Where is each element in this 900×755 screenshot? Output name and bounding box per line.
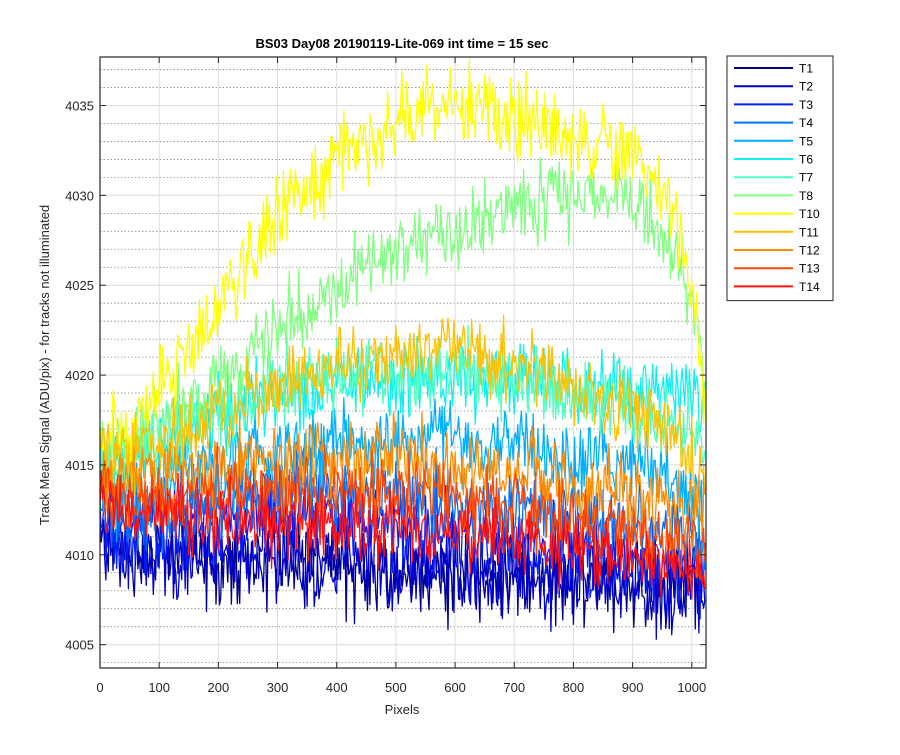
series-line-t11 [100, 314, 706, 511]
legend-label: T5 [799, 134, 813, 148]
x-tick-label: 500 [385, 680, 407, 695]
y-tick-label: 4030 [65, 188, 94, 203]
legend-label: T1 [799, 62, 813, 76]
x-tick-label: 800 [563, 680, 585, 695]
legend-label: T13 [799, 262, 820, 276]
x-tick-label: 700 [503, 680, 525, 695]
series-line-t2 [100, 502, 706, 640]
legend-label: T2 [799, 80, 813, 94]
series-lines [100, 58, 706, 640]
x-tick-label: 100 [148, 680, 170, 695]
tick-labels: 0 100 200 300 400 500 600 700 800 900 1000 4005 4010… [65, 99, 706, 695]
legend-label: T7 [799, 171, 813, 185]
series-line-t3 [100, 469, 706, 620]
x-tick-label: 300 [267, 680, 289, 695]
x-tick-label: 200 [208, 680, 230, 695]
x-tick-label: 600 [444, 680, 466, 695]
x-tick-label: 1000 [677, 680, 706, 695]
x-axis-label: Pixels [385, 702, 420, 717]
x-tick-label: 900 [622, 680, 644, 695]
legend-label: T3 [799, 98, 813, 112]
y-tick-label: 4015 [65, 458, 94, 473]
series-line-t12 [100, 411, 706, 552]
legend: T1 T2 T3 T4 T5 T6 T7 T8 T10 T11 T12 T13 T14 [726, 55, 834, 302]
legend-label: T6 [799, 153, 813, 167]
legend-label: T4 [799, 116, 813, 130]
x-tick-label: 400 [326, 680, 348, 695]
series-line-t14 [100, 470, 706, 600]
y-tick-label: 4025 [65, 278, 94, 293]
legend-label: T11 [799, 225, 819, 239]
y-tick-label: 4005 [65, 638, 94, 653]
legend-box [726, 55, 834, 302]
chart-title: BS03 Day08 20190119-Lite-069 int time = … [255, 36, 548, 51]
series-line-t10 [100, 58, 706, 471]
axis-ticks [99, 57, 706, 668]
legend-label: T10 [799, 207, 820, 221]
legend-label: T14 [799, 280, 820, 294]
y-tick-label: 4010 [65, 548, 94, 563]
legend-label: T8 [799, 189, 813, 203]
y-tick-label: 4020 [65, 368, 94, 383]
legend-label: T12 [799, 244, 820, 258]
y-tick-label: 4035 [65, 99, 94, 114]
series-line-t5 [100, 397, 706, 553]
plot-frame [99, 56, 707, 669]
y-axis-label: Track Mean Signal (ADU/pix) - for tracks… [37, 205, 52, 525]
x-tick-label: 0 [96, 680, 103, 695]
series-line-t8 [100, 157, 706, 483]
